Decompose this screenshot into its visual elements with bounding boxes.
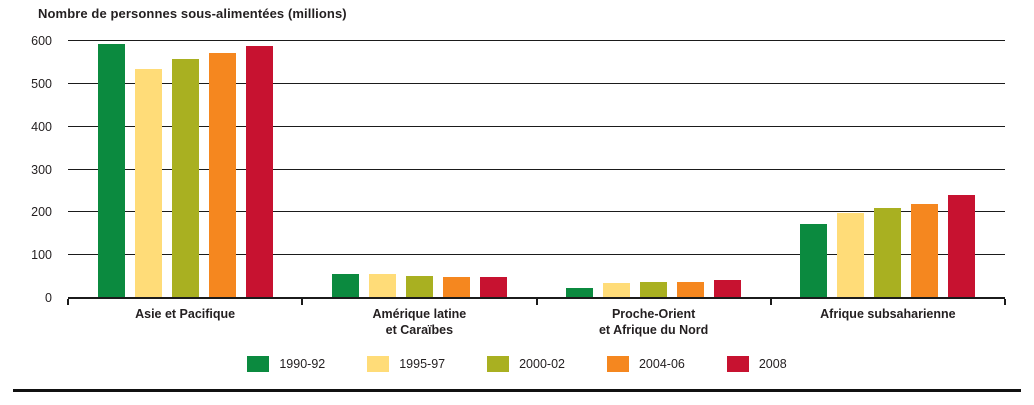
legend-swatch-icon [367,356,390,372]
y-tick-label: 500 [31,76,52,91]
bar-1990-92 [566,288,594,297]
bar-2008 [245,46,273,297]
legend-swatch-icon [726,356,749,372]
bar-1995-97 [134,69,162,297]
x-axis-tick [769,299,772,305]
legend-label: 1990-92 [279,357,326,371]
category-label: Asie et Pacifique [68,306,302,322]
bar-2008 [714,279,742,297]
bar-2000-02 [171,58,199,297]
category-label-line: et Afrique du Nord [598,323,709,337]
bar-2000-02 [405,275,433,297]
bar-group-2 [302,40,536,297]
bar-2004-06 [442,276,470,297]
gridline-100 [68,254,1005,256]
legend-item-1990-92: 1990-92 [247,356,325,372]
bar-2000-02 [640,282,668,297]
category-label-line: Asie et Pacifique [135,307,236,321]
bar-group-1 [68,40,302,297]
bar-1990-92 [800,224,828,297]
category-label: Proche-Orient et Afrique du Nord [537,306,771,338]
legend-item-2004-06: 2004-06 [606,356,685,372]
bar-2004-06 [911,204,939,297]
legend-item-2008: 2008 [726,356,787,372]
bar-2000-02 [874,208,902,297]
bar-1995-97 [837,213,865,297]
legend-label: 2000-02 [519,357,565,371]
y-axis: 0 100 200 300 400 500 600 [0,34,58,305]
bar-2008 [948,194,976,297]
legend-swatch-icon [606,356,629,372]
plot-area [68,40,1005,299]
legend-item-1995-97: 1995-97 [367,356,445,372]
legend-label: 2008 [758,357,787,371]
x-axis-tick [535,299,538,305]
bar-2008 [479,276,507,297]
x-axis-tick [301,299,304,305]
x-axis-tick [67,299,69,305]
chart-title: Nombre de personnes sous-alimentées (mil… [38,6,347,21]
category-label-line: et Caraïbes [385,323,454,337]
bar-1990-92 [97,44,125,297]
x-axis-tick [1004,299,1006,305]
bar-2004-06 [208,52,236,297]
y-tick-label: 0 [45,291,52,305]
category-label-line: Afrique subsaharienne [820,307,956,321]
category-label: Amérique latine et Caraïbes [302,306,536,338]
y-tick-label: 400 [31,119,52,134]
y-tick-label: 100 [31,248,52,263]
legend-label: 1995-97 [399,357,446,371]
y-tick-label: 600 [31,34,52,48]
bar-1990-92 [331,273,359,297]
category-label: Afrique subsaharienne [771,306,1005,322]
y-tick-label: 300 [31,162,52,177]
legend: 1990-92 1995-97 2000-02 2004-06 2008 [0,356,1034,372]
legend-swatch-icon [247,356,270,372]
gridline-200 [68,211,1005,213]
bar-1995-97 [603,283,631,297]
gridline-300 [68,168,1005,170]
gridline-400 [68,125,1005,127]
bar-group-4 [771,40,1005,297]
bar-1995-97 [368,274,396,297]
gridline-500 [68,82,1005,84]
bottom-divider [13,389,1021,392]
legend-label: 2004-06 [638,357,685,371]
legend-item-2000-02: 2000-02 [487,356,565,372]
legend-swatch-icon [487,356,510,372]
category-label-line: Proche-Orient [611,307,696,321]
gridline-600 [68,40,1005,41]
category-label-line: Amérique latine [372,307,467,321]
y-tick-label: 200 [31,205,52,220]
bar-2004-06 [677,281,705,297]
bar-group-3 [537,40,771,297]
